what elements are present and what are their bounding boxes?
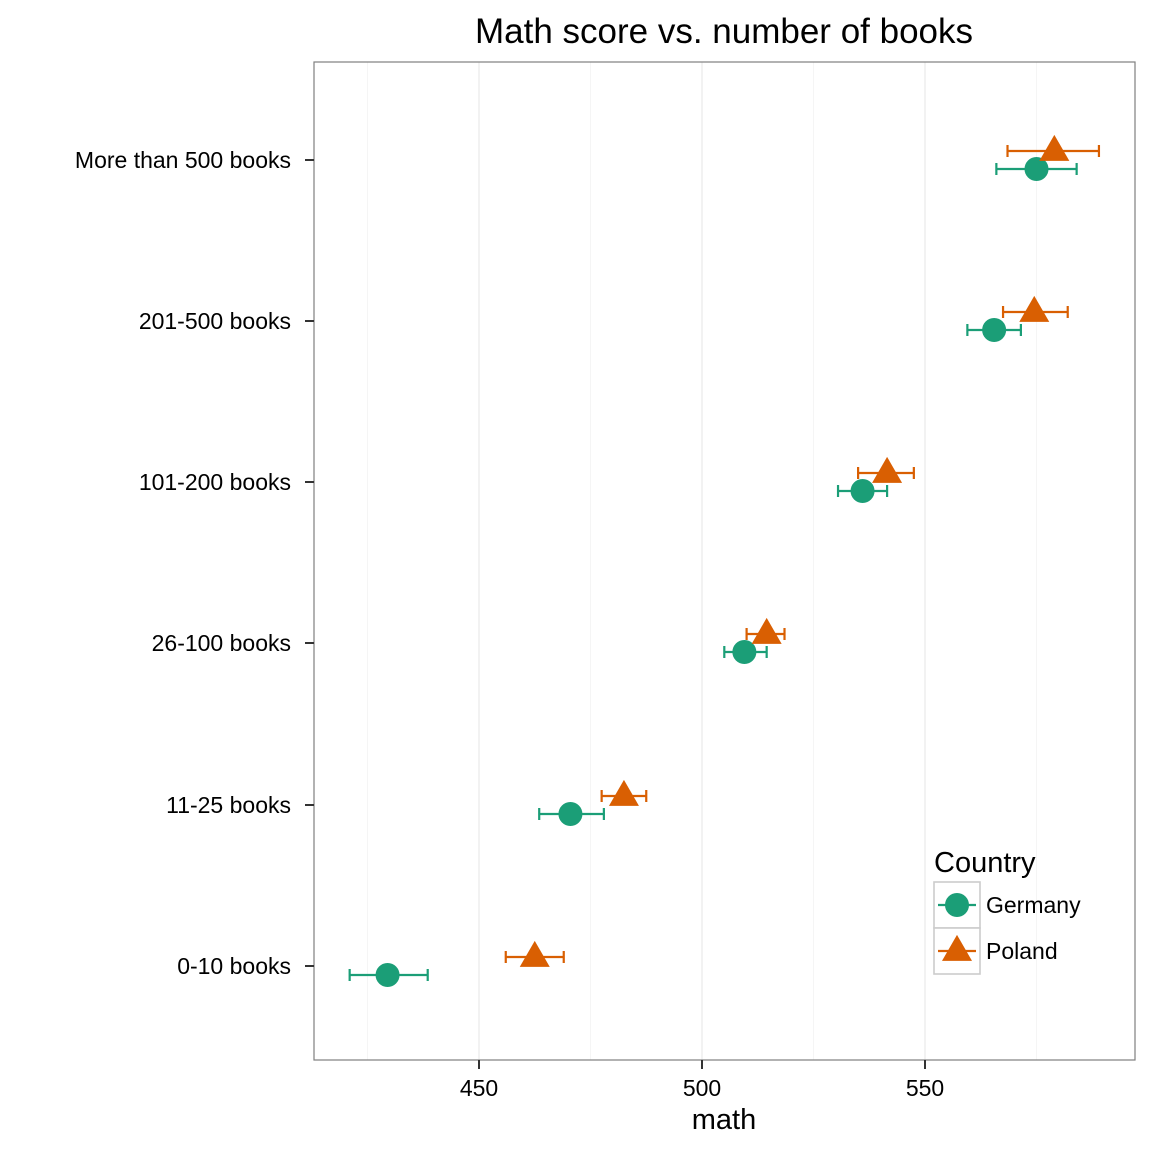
x-axis: 450 500 550 bbox=[460, 1060, 944, 1101]
legend-key-marker bbox=[945, 893, 969, 917]
y-axis: 0-10 books 11-25 books 26-100 books 101-200… bbox=[75, 147, 314, 979]
data-point bbox=[751, 617, 782, 644]
legend: Country Germany Poland bbox=[933, 847, 1081, 975]
data-point bbox=[1019, 295, 1050, 322]
series-poland bbox=[504, 134, 1101, 967]
y-tick-label: More than 500 books bbox=[75, 147, 291, 173]
data-point bbox=[732, 640, 757, 664]
x-tick-label: 550 bbox=[906, 1075, 944, 1101]
data-point bbox=[558, 802, 583, 826]
legend-title: Country bbox=[934, 847, 1036, 879]
legend-item-poland: Poland bbox=[933, 927, 1058, 975]
y-tick-label: 201-500 books bbox=[139, 308, 291, 334]
data-point bbox=[1024, 157, 1049, 181]
y-tick-label: 26-100 books bbox=[152, 630, 291, 656]
grid bbox=[367, 62, 1037, 1060]
legend-item-germany: Germany bbox=[933, 881, 1081, 929]
x-tick-label: 450 bbox=[460, 1075, 498, 1101]
series-germany bbox=[348, 157, 1078, 987]
data-point bbox=[982, 318, 1007, 342]
x-axis-title: math bbox=[692, 1104, 756, 1136]
y-tick-label: 0-10 books bbox=[177, 953, 291, 979]
data-point bbox=[1039, 134, 1070, 161]
data-point bbox=[872, 456, 903, 483]
legend-label: Poland bbox=[986, 938, 1058, 964]
data-point bbox=[519, 940, 550, 967]
legend-key-marker bbox=[942, 934, 972, 961]
data-point bbox=[608, 779, 639, 806]
data-point bbox=[375, 963, 400, 987]
legend-label: Germany bbox=[986, 892, 1081, 918]
plot-panel-border bbox=[313, 61, 1136, 1061]
x-tick-label: 500 bbox=[683, 1075, 721, 1101]
y-tick-label: 101-200 books bbox=[139, 469, 291, 495]
series-layer bbox=[348, 134, 1101, 987]
y-tick-label: 11-25 books bbox=[166, 792, 291, 818]
data-point bbox=[850, 479, 875, 503]
chart-title: Math score vs. number of books bbox=[475, 12, 973, 51]
